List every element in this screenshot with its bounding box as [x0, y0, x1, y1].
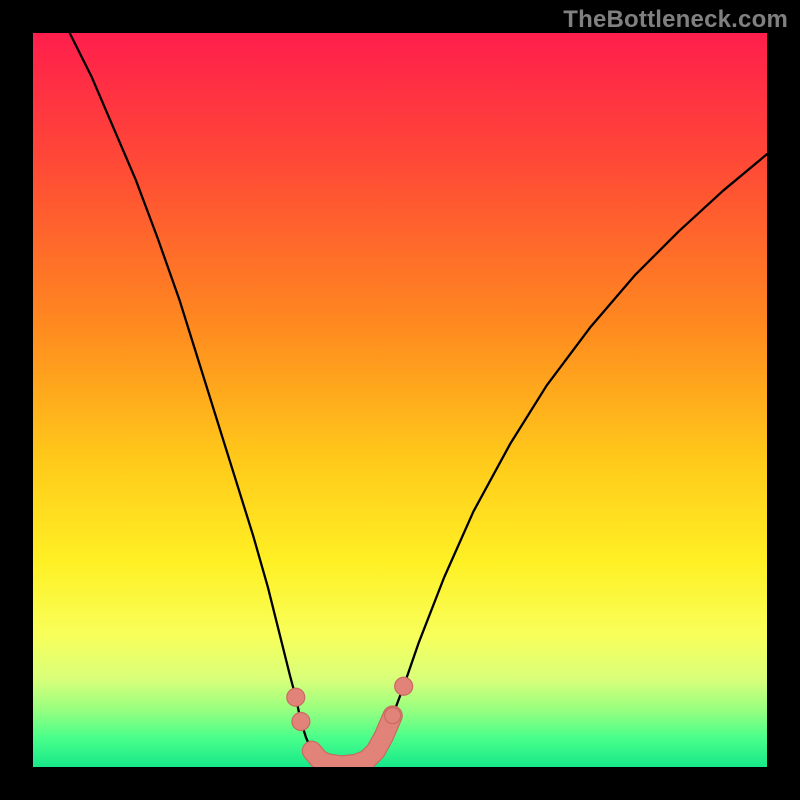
chart-frame: TheBottleneck.com	[0, 0, 800, 800]
bottleneck-plot	[33, 33, 767, 767]
plot-background	[33, 33, 767, 767]
marker-dot	[287, 688, 305, 706]
marker-dot	[385, 708, 401, 724]
watermark-text: TheBottleneck.com	[563, 6, 788, 34]
marker-dot	[292, 712, 310, 730]
marker-dot	[395, 677, 413, 695]
